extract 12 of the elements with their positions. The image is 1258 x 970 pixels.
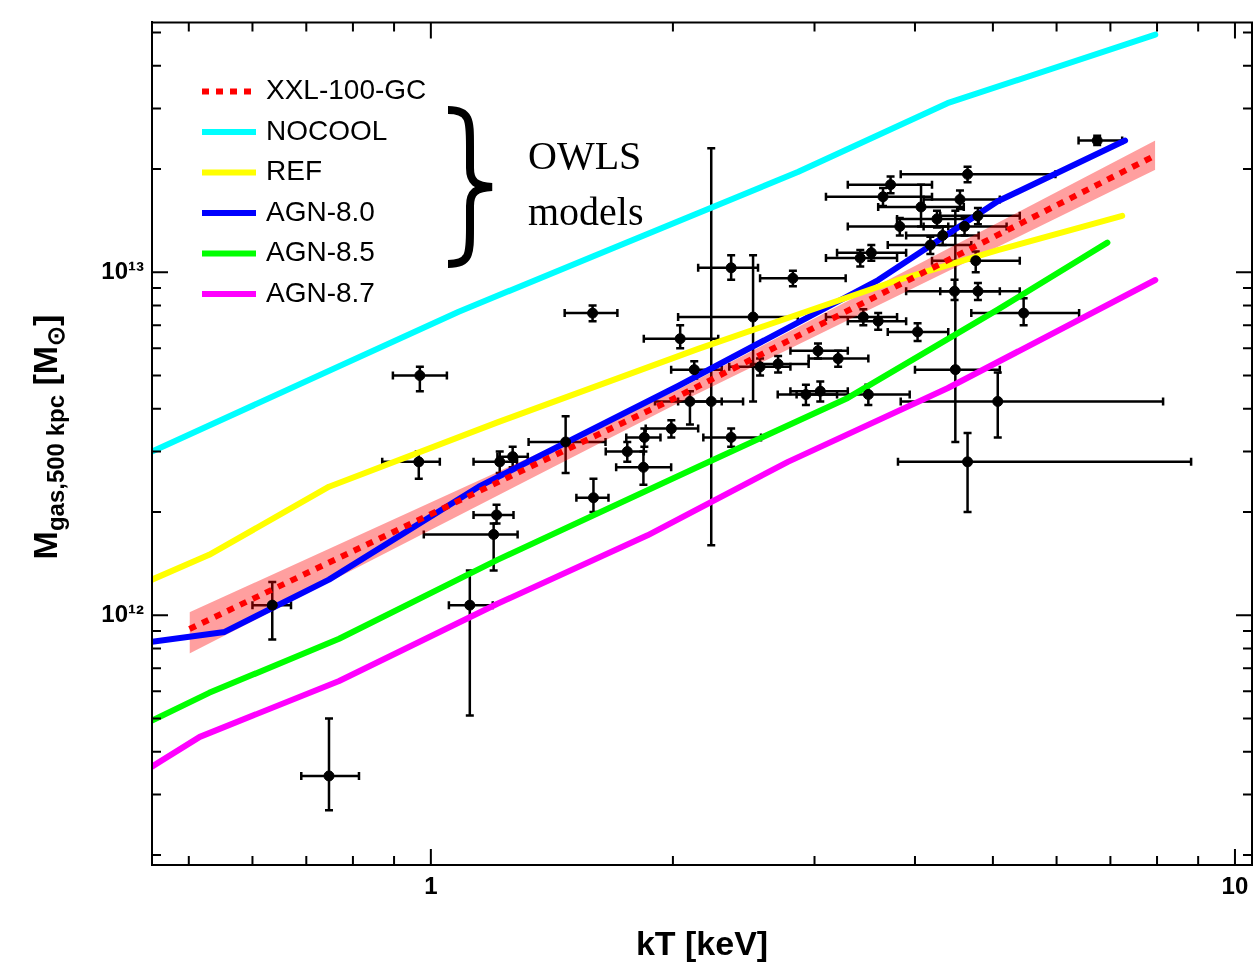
legend-label: NOCOOL xyxy=(266,114,388,146)
y-tick-label: 10¹² xyxy=(101,599,144,627)
annotation: OWLS models xyxy=(528,132,645,236)
legend-label: REF xyxy=(266,155,322,187)
legend-label: XXL-100-GC xyxy=(266,74,427,106)
x-tick-label: 10 xyxy=(1221,872,1249,900)
x-tick-label: 1 xyxy=(424,872,438,900)
y-tick-label: 10¹³ xyxy=(101,256,144,284)
x-axis-title: kT [keV] xyxy=(635,923,769,962)
legend-label: AGN-8.5 xyxy=(266,236,375,268)
legend-label: AGN-8.7 xyxy=(266,276,375,308)
legend-label: AGN-8.0 xyxy=(266,195,375,227)
